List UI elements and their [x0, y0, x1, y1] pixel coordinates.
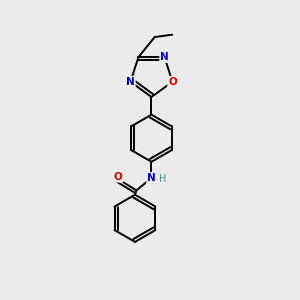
Text: O: O [114, 172, 123, 182]
Text: O: O [168, 77, 177, 87]
Text: N: N [147, 173, 156, 183]
Text: N: N [160, 52, 169, 62]
Text: N: N [126, 77, 135, 87]
Text: H: H [159, 174, 166, 184]
